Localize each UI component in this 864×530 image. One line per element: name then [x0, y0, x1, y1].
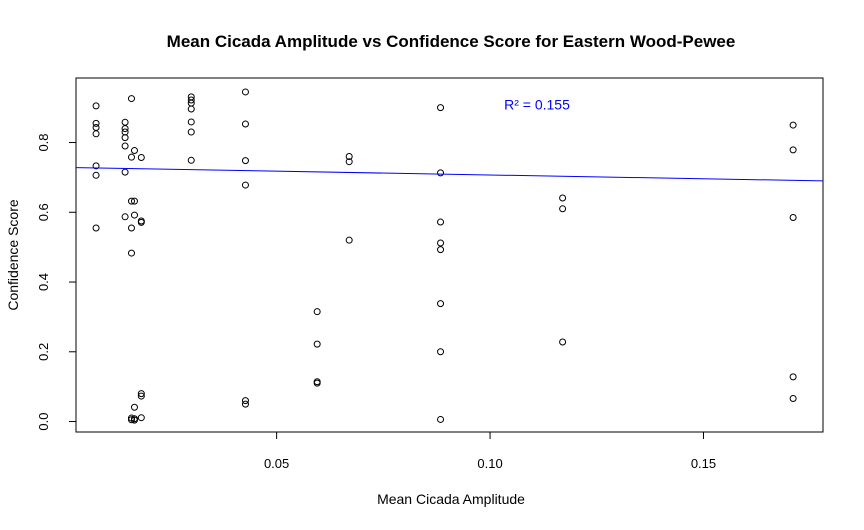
- data-point: [345, 152, 353, 160]
- data-point: [130, 211, 138, 219]
- data-point: [187, 156, 195, 164]
- data-point: [127, 197, 135, 205]
- data-point: [130, 416, 138, 424]
- y-tick-label: 0.4: [36, 273, 51, 291]
- chart-title: Mean Cicada Amplitude vs Confidence Scor…: [167, 32, 736, 51]
- data-point: [121, 125, 129, 133]
- data-point: [187, 105, 195, 113]
- data-point: [92, 224, 100, 232]
- x-tick-label: 0.15: [691, 456, 716, 471]
- data-point: [92, 130, 100, 138]
- data-point: [437, 239, 445, 247]
- data-point: [92, 171, 100, 179]
- data-point: [345, 158, 353, 166]
- data-point: [121, 142, 129, 150]
- data-point: [559, 338, 567, 346]
- data-point: [241, 397, 249, 405]
- data-point: [92, 124, 100, 132]
- data-point: [137, 392, 145, 400]
- data-point: [127, 95, 135, 103]
- data-point: [187, 96, 195, 104]
- y-axis-label: Confidence Score: [5, 199, 21, 311]
- data-point: [92, 102, 100, 110]
- data-point: [241, 120, 249, 128]
- data-point: [437, 415, 445, 423]
- data-point: [121, 168, 129, 176]
- x-axis: 0.05 0.10 0.15: [264, 431, 716, 471]
- data-point: [345, 236, 353, 244]
- x-tick-label: 0.05: [264, 456, 289, 471]
- data-point: [137, 154, 145, 162]
- regression-group: [75, 167, 824, 182]
- data-point: [127, 416, 135, 424]
- data-point: [92, 119, 100, 127]
- data-point: [121, 118, 129, 126]
- data-point: [121, 134, 129, 142]
- data-point: [127, 153, 135, 161]
- x-tick-label: 0.10: [477, 456, 502, 471]
- data-point: [313, 340, 321, 348]
- data-point: [137, 414, 145, 422]
- points-group: [92, 88, 797, 424]
- data-point: [313, 379, 321, 387]
- r-squared-annotation: R² = 0.155: [504, 96, 570, 112]
- data-point: [241, 181, 249, 189]
- data-point: [130, 197, 138, 205]
- y-tick-label: 0.6: [36, 203, 51, 221]
- data-point: [437, 218, 445, 226]
- data-point: [137, 390, 145, 398]
- data-point: [241, 400, 249, 408]
- y-axis: 0.0 0.2 0.4 0.6 0.8: [36, 133, 77, 431]
- data-point: [437, 300, 445, 308]
- data-point: [789, 395, 797, 403]
- data-point: [789, 121, 797, 129]
- y-tick-label: 0.8: [36, 133, 51, 151]
- data-point: [313, 308, 321, 316]
- data-point: [92, 162, 100, 170]
- data-point: [130, 403, 138, 411]
- y-tick-label: 0.0: [36, 412, 51, 430]
- data-point: [789, 214, 797, 222]
- data-point: [559, 205, 567, 213]
- data-point: [437, 348, 445, 356]
- regression-line: [75, 167, 824, 182]
- data-point: [127, 224, 135, 232]
- data-point: [187, 118, 195, 126]
- y-tick-label: 0.2: [36, 343, 51, 361]
- data-point: [789, 373, 797, 381]
- data-point: [137, 218, 145, 226]
- data-point: [127, 249, 135, 257]
- data-point: [559, 194, 567, 202]
- data-point: [789, 146, 797, 154]
- data-point: [121, 213, 129, 221]
- x-axis-label: Mean Cicada Amplitude: [377, 491, 525, 507]
- data-point: [437, 169, 445, 177]
- data-point: [241, 157, 249, 165]
- data-point: [437, 246, 445, 254]
- data-point: [187, 128, 195, 136]
- data-point: [437, 104, 445, 112]
- data-point: [241, 88, 249, 96]
- data-point: [130, 147, 138, 155]
